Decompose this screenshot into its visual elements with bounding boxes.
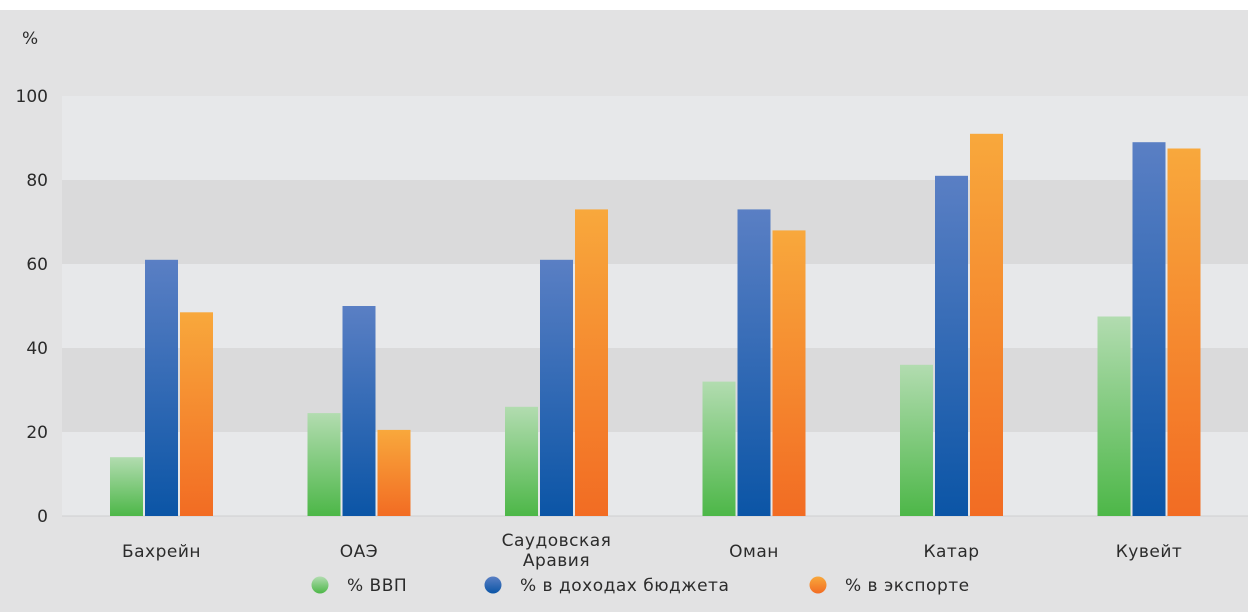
legend-label: % в экспорте: [845, 576, 970, 596]
grid-band: [62, 264, 1248, 348]
bar: [935, 175, 968, 517]
bar: [342, 306, 376, 516]
legend-item: % в экспорте: [809, 576, 970, 596]
bar: [702, 381, 736, 516]
y-tick-label: 0: [37, 507, 48, 527]
x-tick-label: ОАЭ: [340, 542, 378, 562]
y-tick-label: 80: [26, 171, 48, 191]
bar: [737, 209, 771, 516]
bar: [307, 413, 341, 516]
x-tick-label: Катар: [923, 542, 979, 562]
y-axis-unit: %: [22, 29, 38, 49]
legend: % ВВП % в доходах бюджета % в экспорте: [311, 576, 970, 596]
bar: [575, 209, 608, 516]
bars: [110, 133, 1201, 517]
y-tick-label: 20: [26, 423, 48, 443]
legend-marker: [484, 576, 502, 594]
bar: [145, 259, 178, 516]
category-labels: Бахрейн ОАЭ Саудовская Аравия Оман Катар Кувей…: [122, 531, 1182, 571]
y-axis-ticks: 0 20 40 60 80 100: [16, 87, 48, 527]
x-tick-label: Оман: [729, 542, 779, 562]
y-tick-label: 100: [16, 87, 48, 107]
bar: [505, 406, 538, 516]
y-tick-label: 60: [26, 255, 48, 275]
chart-panel: % 0 20 40 60 80 100 Бахрейн ОАЭ Саудовская Арави…: [0, 10, 1248, 612]
bar: [970, 133, 1003, 517]
bar: [900, 364, 933, 516]
bar: [180, 312, 213, 516]
x-tick-label: Кувейт: [1116, 542, 1183, 562]
x-tick-label: Бахрейн: [122, 542, 201, 562]
bar: [1097, 316, 1131, 516]
grid-band: [62, 432, 1248, 516]
x-tick-label: Саудовская Аравия: [502, 531, 612, 571]
grid-bands: [62, 96, 1248, 517]
y-tick-label: 40: [26, 339, 48, 359]
legend-label: % ВВП: [347, 576, 407, 596]
bar: [1167, 148, 1201, 516]
legend-item: % в доходах бюджета: [484, 576, 729, 596]
bar: [772, 230, 806, 516]
bar: [540, 259, 573, 516]
grid-band: [62, 96, 1248, 180]
bar-chart: % 0 20 40 60 80 100 Бахрейн ОАЭ Саудовская Арави…: [16, 29, 1248, 596]
legend-item: % ВВП: [311, 576, 407, 596]
legend-marker: [311, 576, 329, 594]
bar: [377, 429, 411, 516]
bar: [110, 457, 143, 516]
legend-marker: [809, 576, 827, 594]
legend-label: % в доходах бюджета: [520, 576, 729, 596]
bar: [1132, 142, 1166, 516]
grid-band: [62, 348, 1248, 432]
grid-band: [62, 180, 1248, 264]
